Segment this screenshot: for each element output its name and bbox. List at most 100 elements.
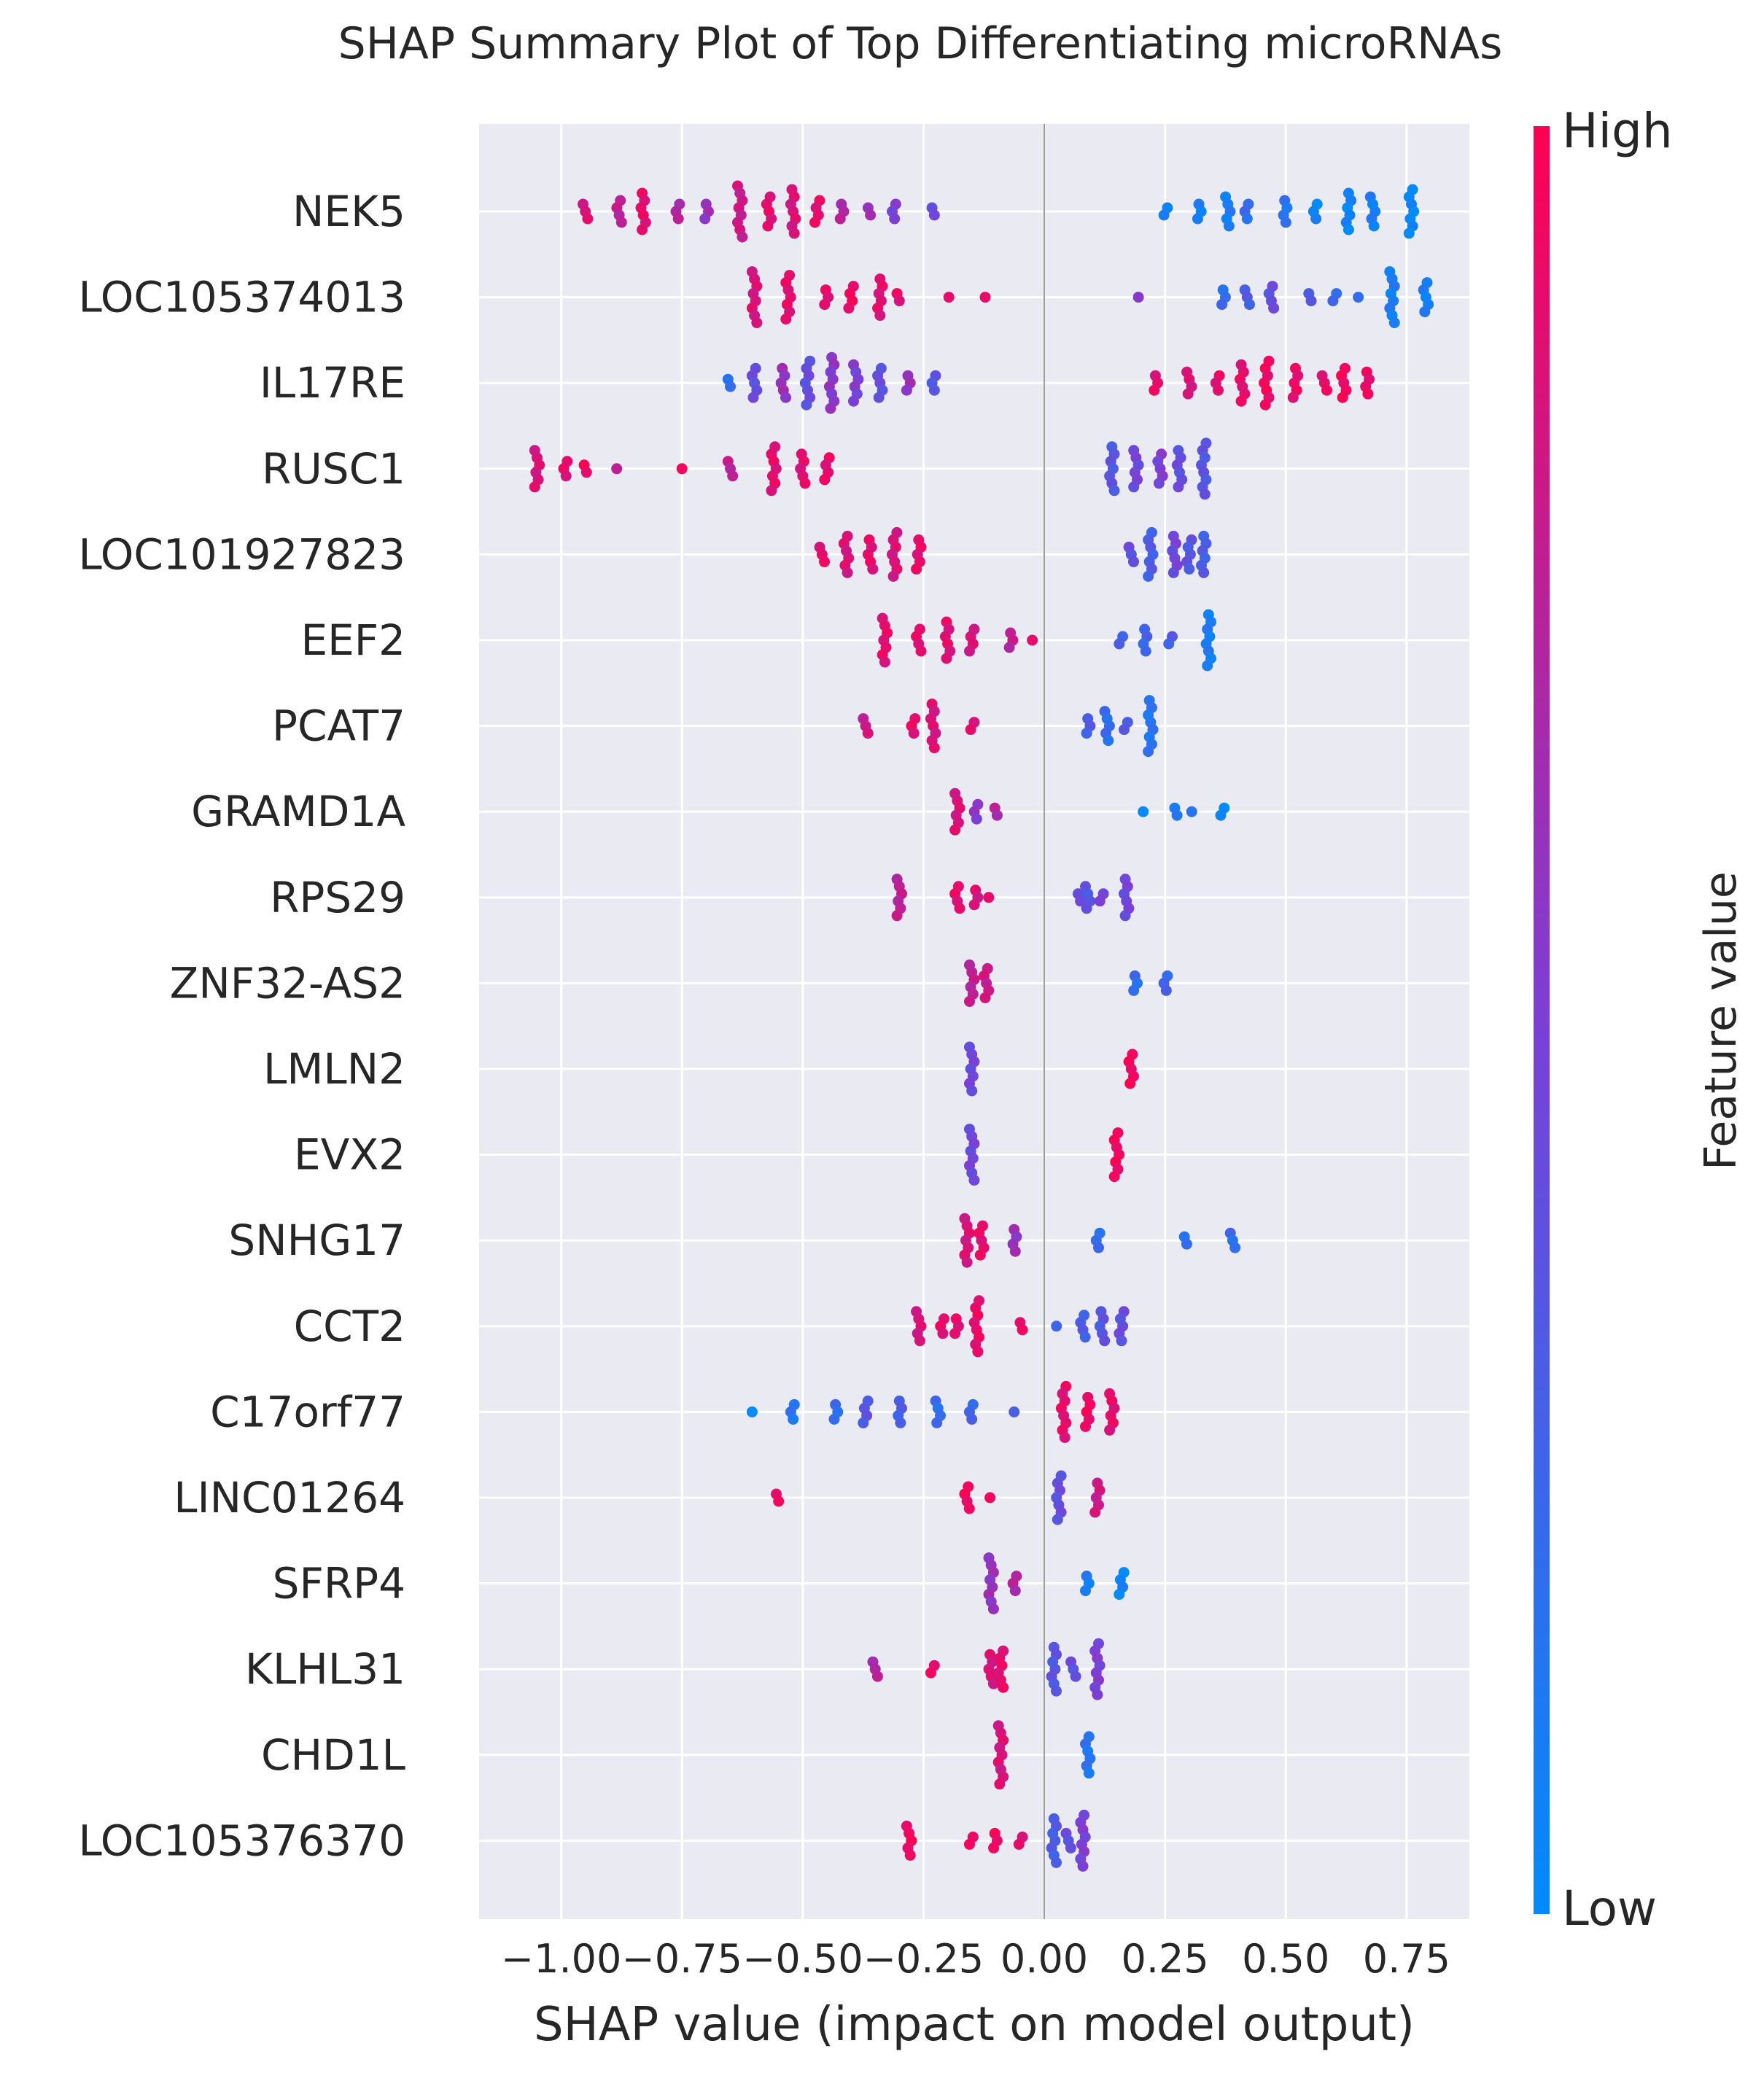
shap-point [961,1256,973,1268]
shap-point [1128,481,1140,493]
shap-point [964,645,975,657]
shap-point [766,485,777,497]
shap-point [873,392,885,403]
shap-point [1305,295,1317,307]
shap-point [1051,1856,1062,1868]
shap-point [1337,392,1348,403]
shap-point [1181,1238,1192,1250]
feature-label: LMLN2 [263,1044,405,1094]
x-axis-label: SHAP value (impact on model output) [534,1998,1415,2052]
shap-point [1368,220,1380,232]
shap-point [943,292,955,303]
shap-point [1140,645,1151,657]
shap-point [1143,746,1154,758]
shap-point [928,742,940,754]
shap-point [1259,399,1271,411]
shap-point [1235,395,1247,407]
shap-point [984,1492,996,1503]
shap-point [979,992,991,1003]
shap-point [979,292,991,303]
shap-point [1077,1860,1089,1872]
shap-point [1268,303,1280,314]
shap-point [941,653,952,664]
shap-point [964,995,975,1007]
shap-point [819,299,831,311]
shap-point [1065,1842,1076,1853]
shap-point [1080,1420,1091,1432]
shap-point [1153,478,1165,489]
shap-point [1353,292,1364,303]
shap-point [1017,1324,1028,1336]
shap-point [931,1417,943,1428]
shap-point [966,1413,978,1425]
feature-label: EVX2 [294,1130,405,1180]
shap-point [1128,984,1140,996]
shap-point [1009,1406,1020,1417]
shap-point [1070,1670,1081,1682]
feature-label: KLHL31 [245,1644,405,1694]
shap-point [1119,910,1131,922]
data-points [529,180,1434,1872]
shap-point [637,224,648,236]
shap-point [762,220,774,232]
shap-point [1280,217,1291,228]
colorbar-label: Feature value [1695,871,1746,1170]
shap-point [1124,1078,1136,1089]
shap-point [895,1417,906,1428]
shap-point [954,903,965,914]
shap-point [1013,1838,1025,1850]
colorbar [1534,126,1550,1914]
shap-point [1108,1171,1120,1183]
shap-point [780,314,792,325]
shap-point [1079,1331,1091,1343]
shap-point [1132,292,1144,303]
x-tick-label: 0.50 [1242,1936,1329,1982]
shap-point [1009,1585,1021,1597]
shap-point [991,809,1003,821]
shap-point [988,1842,1000,1853]
shap-point [1099,1335,1111,1347]
feature-label: SNHG17 [228,1215,405,1265]
colorbar-low-label: Low [1562,1880,1657,1937]
shap-point [879,656,890,668]
shap-point [1287,392,1299,403]
shap-point [901,384,912,396]
shap-point [972,1346,984,1358]
shap-point [1104,1424,1116,1436]
shap-point [1094,895,1106,907]
feature-label: LOC105376370 [78,1816,405,1865]
shap-point [974,1249,986,1261]
shap-point [809,217,820,228]
shap-point [963,1503,975,1514]
feature-label: PCAT7 [272,701,405,751]
shap-point [1186,806,1197,817]
shap-point [1229,1242,1241,1253]
shap-point [908,728,920,739]
shap-point [1321,384,1332,396]
shap-point [1199,489,1211,500]
shap-point [1216,299,1228,311]
shap-point [949,824,961,836]
shap-point [819,556,830,567]
shap-point [1198,567,1210,578]
shap-point [998,1681,1009,1693]
feature-label: RUSC1 [262,444,405,494]
shap-point [1114,638,1125,650]
feature-label: CHD1L [261,1730,405,1780]
shap-point [1092,1689,1103,1700]
shap-point [871,1670,883,1682]
shap-point [937,1328,949,1339]
feature-label: LOC101927823 [78,529,405,579]
shap-point [1089,1506,1101,1518]
feature-label: EEF2 [300,615,405,665]
x-tick-label: −1.00 [501,1936,621,1982]
x-tick-label: −0.25 [863,1936,984,1982]
shap-point [1128,556,1139,567]
shap-point [1343,224,1354,236]
shap-point [1052,1514,1063,1525]
shap-point [915,645,927,657]
shap-point [529,481,540,493]
shap-point [1403,227,1415,239]
shap-point [1138,806,1149,817]
